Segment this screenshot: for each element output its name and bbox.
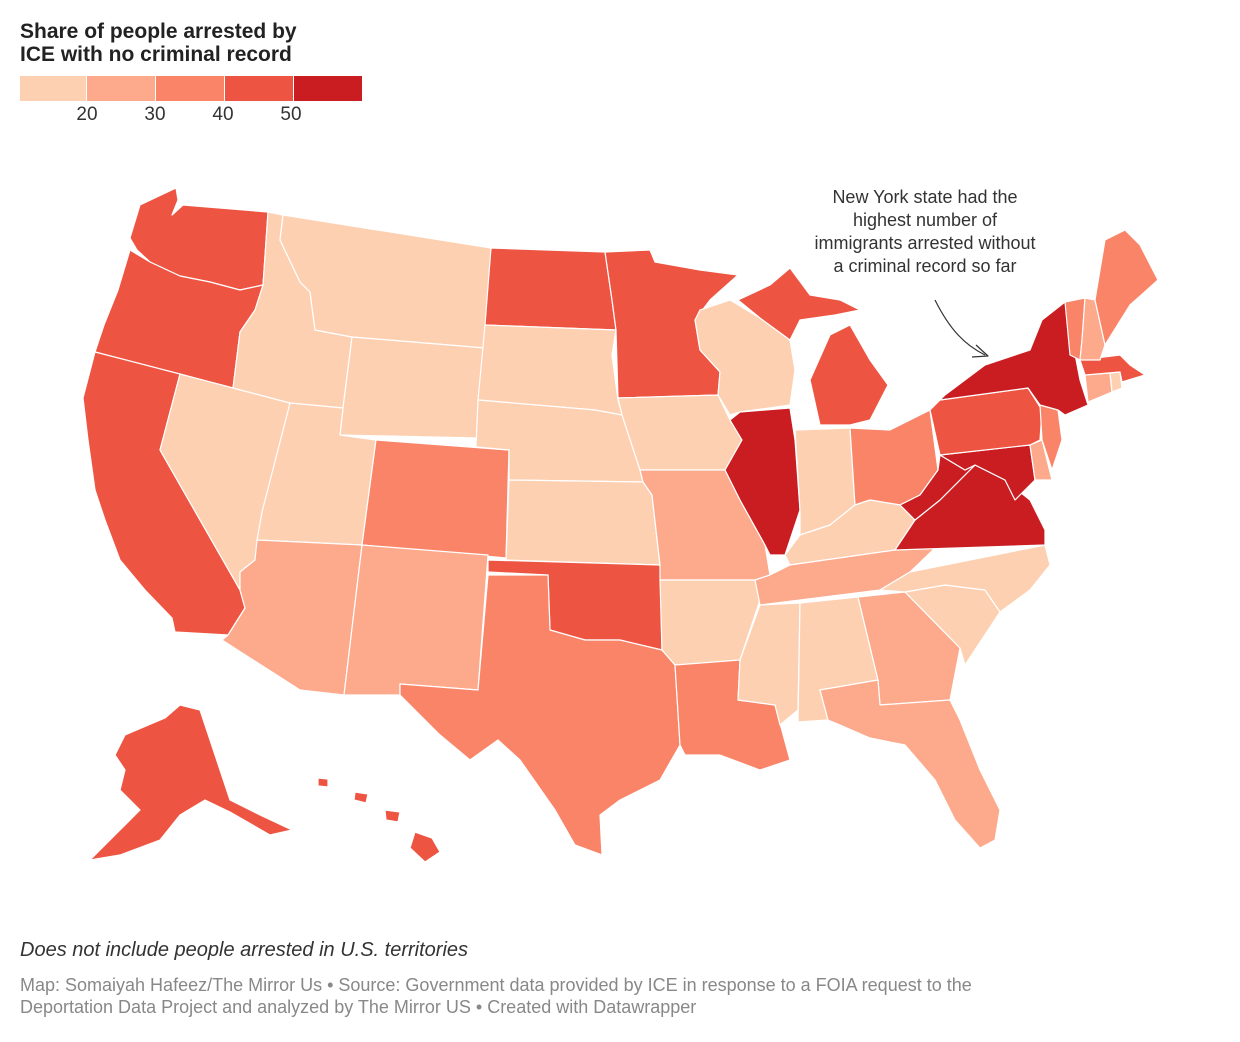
legend-tick-30: 30	[144, 104, 166, 125]
new-york-annotation: New York state had the highest number of…	[790, 186, 1060, 278]
chart-title-line-2: ICE with no criminal record	[20, 43, 292, 66]
state-hawaii-kauai[interactable]	[317, 777, 329, 788]
state-north-carolina[interactable]	[879, 544, 1051, 613]
color-legend: 20 30 40 50	[20, 76, 362, 125]
state-hawaii[interactable]	[409, 831, 441, 863]
us-choropleth-map	[82, 187, 1159, 863]
state-illinois[interactable]	[724, 407, 801, 556]
annotation-line-2: highest number of	[852, 210, 998, 230]
legend-swatch-1	[20, 76, 87, 101]
state-wyoming[interactable]	[339, 336, 486, 439]
state-new-mexico[interactable]	[343, 544, 489, 696]
state-north-dakota[interactable]	[484, 247, 617, 331]
state-alaska[interactable]	[89, 704, 293, 861]
state-hawaii-oahu[interactable]	[353, 791, 369, 804]
state-kansas[interactable]	[505, 479, 661, 566]
state-texas[interactable]	[399, 574, 681, 856]
state-maine[interactable]	[1094, 229, 1159, 346]
state-iowa[interactable]	[617, 394, 743, 471]
legend-tick-50: 50	[280, 104, 302, 125]
chart-title-line-1: Share of people arrested by	[20, 20, 297, 43]
state-michigan-lower[interactable]	[809, 324, 889, 426]
legend-swatch-3	[156, 76, 225, 101]
legend-ticks: 20 30 40 50	[20, 101, 360, 125]
annotation-arrow	[934, 299, 986, 356]
state-massachusetts[interactable]	[1079, 354, 1146, 383]
legend-swatch-2	[87, 76, 156, 101]
chart-title: Share of people arrested by ICE with no …	[20, 20, 420, 66]
state-colorado[interactable]	[361, 439, 510, 559]
annotation-arrowhead	[971, 344, 989, 358]
legend-tick-40: 40	[212, 104, 234, 125]
source-line-2: Deportation Data Project and analyzed by…	[20, 997, 697, 1017]
state-florida[interactable]	[819, 679, 1001, 849]
territories-note: Does not include people arrested in U.S.…	[20, 939, 469, 961]
state-michigan-upper[interactable]	[737, 267, 861, 341]
legend-swatch-5	[294, 76, 362, 101]
annotation-line-3: immigrants arrested without	[814, 233, 1036, 253]
annotation-line-4: a criminal record so far	[833, 256, 1017, 276]
legend-color-bar	[20, 76, 362, 101]
state-connecticut[interactable]	[1084, 372, 1113, 403]
state-new-york[interactable]	[939, 301, 1089, 416]
legend-swatch-4	[225, 76, 294, 101]
state-hawaii-maui[interactable]	[384, 809, 401, 823]
source-credits: Map: Somaiyah Hafeez/The Mirror Us • Sou…	[20, 974, 1220, 1018]
annotation-line-1: New York state had the	[832, 187, 1018, 207]
legend-tick-20: 20	[76, 104, 98, 125]
source-line-1: Map: Somaiyah Hafeez/The Mirror Us • Sou…	[20, 975, 972, 995]
